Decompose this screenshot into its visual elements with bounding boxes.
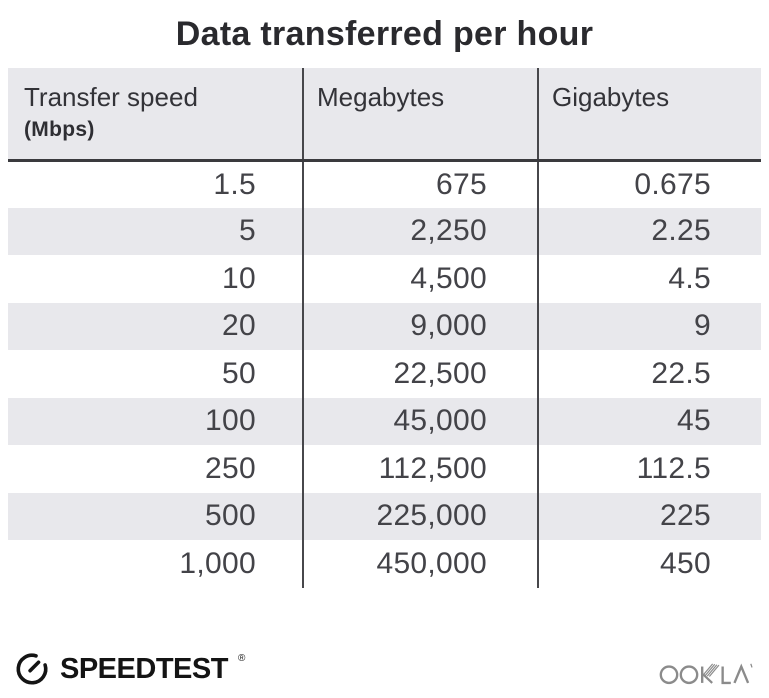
table-row: 50 22,500 22.5 [8,350,761,398]
cell-gigabytes: 225 [537,492,761,540]
cell-megabytes: 225,000 [302,492,538,540]
column-header-label: Transfer speed [24,82,198,112]
table-body: 1.5 675 0.675 5 2,250 2.25 10 4,500 4.5 … [8,160,761,588]
table-header: Transfer speed (Mbps) Megabytes Gigabyte… [8,68,761,162]
table-row: 100 45,000 45 [8,397,761,445]
column-header-label: Megabytes [317,82,445,112]
cell-megabytes: 45,000 [302,397,538,445]
cell-megabytes: 4,500 [302,255,538,303]
cell-transfer-speed: 50 [8,350,303,398]
speedtest-logo: SPEEDTEST ® [13,650,245,688]
cell-transfer-speed: 100 [8,397,303,445]
cell-gigabytes: 112.5 [537,445,761,493]
gauge-icon [16,653,48,685]
table-row: 5 2,250 2.25 [8,207,761,255]
ookla-wordmark-icon [659,663,753,685]
table-row: 500 225,000 225 [8,492,761,540]
column-header-sublabel: (Mbps) [24,118,95,141]
cell-transfer-speed: 1.5 [8,160,303,208]
table-row: 10 4,500 4.5 [8,255,761,303]
cell-gigabytes: 0.675 [537,160,761,208]
cell-megabytes: 2,250 [302,207,538,255]
cell-gigabytes: 4.5 [537,255,761,303]
page-title: Data transferred per hour [175,15,594,53]
cell-transfer-speed: 20 [8,302,303,350]
cell-gigabytes: 2.25 [537,207,761,255]
cell-gigabytes: 22.5 [537,350,761,398]
table-row: 250 112,500 112.5 [8,445,761,493]
cell-gigabytes: 45 [537,397,761,445]
cell-gigabytes: 9 [537,302,761,350]
column-header-transfer-speed: Transfer speed (Mbps) [8,68,303,162]
data-table: Transfer speed (Mbps) Megabytes Gigabyte… [8,68,761,588]
ookla-logo [659,656,759,693]
table-row: 20 9,000 9 [8,302,761,350]
speedtest-wordmark: SPEEDTEST [60,652,228,685]
table-row: 1,000 450,000 450 [8,540,761,588]
cell-gigabytes: 450 [537,540,761,588]
table-row: 1.5 675 0.675 [8,160,761,208]
cell-transfer-speed: 250 [8,445,303,493]
cell-megabytes: 450,000 [302,540,538,588]
cell-megabytes: 22,500 [302,350,538,398]
column-header-megabytes: Megabytes [302,68,538,162]
cell-transfer-speed: 500 [8,492,303,540]
column-header-gigabytes: Gigabytes [537,68,761,162]
cell-megabytes: 675 [302,160,538,208]
registered-trademark-icon: ® [237,652,246,664]
cell-megabytes: 112,500 [302,445,538,493]
cell-transfer-speed: 1,000 [8,540,303,588]
cell-transfer-speed: 5 [8,207,303,255]
cell-megabytes: 9,000 [302,302,538,350]
cell-transfer-speed: 10 [8,255,303,303]
column-header-label: Gigabytes [552,82,670,112]
header-row: Transfer speed (Mbps) Megabytes Gigabyte… [8,68,761,162]
